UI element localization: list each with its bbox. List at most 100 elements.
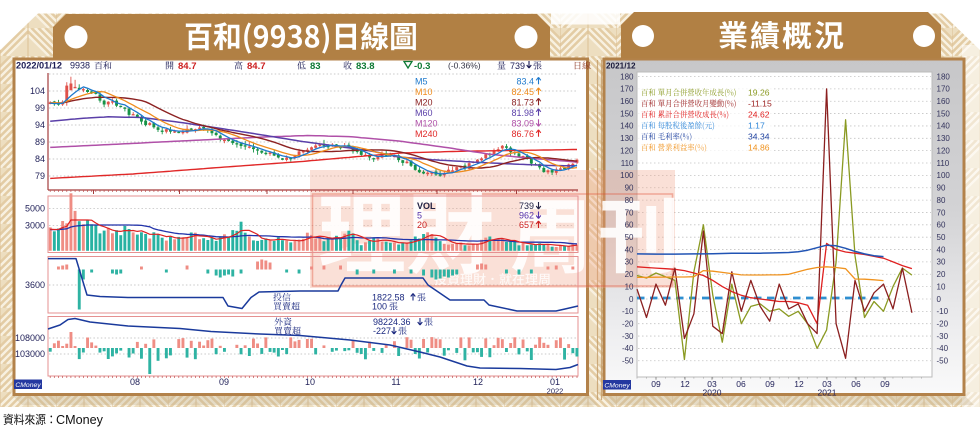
svg-text:-50: -50 [622, 357, 634, 366]
svg-text:12: 12 [794, 379, 804, 389]
svg-text:-50: -50 [937, 357, 949, 366]
svg-text:170: 170 [937, 85, 951, 94]
svg-text:83.4: 83.4 [516, 76, 534, 86]
svg-text:M20: M20 [415, 97, 433, 107]
svg-text:09: 09 [651, 379, 661, 389]
svg-text:M120: M120 [415, 118, 438, 128]
svg-text:110: 110 [621, 159, 634, 168]
svg-text:110: 110 [937, 159, 950, 168]
svg-text:-11.15: -11.15 [748, 99, 772, 109]
svg-text:(-0.36%): (-0.36%) [448, 61, 481, 71]
svg-text:-0.3: -0.3 [414, 61, 430, 72]
svg-text:98224.36: 98224.36 [373, 317, 411, 327]
svg-text:100: 100 [372, 302, 387, 312]
svg-text:M10: M10 [415, 87, 433, 97]
svg-text:2021: 2021 [818, 388, 837, 398]
svg-text:0: 0 [937, 295, 942, 304]
svg-text:M5: M5 [415, 76, 428, 86]
svg-text:20: 20 [625, 270, 634, 279]
svg-text:1.17: 1.17 [748, 121, 765, 131]
svg-text:83.09: 83.09 [511, 118, 534, 128]
svg-text:160: 160 [937, 97, 951, 106]
svg-text:M60: M60 [415, 108, 433, 118]
svg-text:150: 150 [937, 109, 951, 118]
svg-text:81.73: 81.73 [511, 97, 534, 107]
svg-text:14.86: 14.86 [748, 143, 770, 153]
svg-text:180: 180 [620, 72, 634, 81]
svg-text:10: 10 [937, 282, 946, 291]
svg-text:70: 70 [625, 208, 634, 217]
svg-text:90: 90 [625, 184, 634, 193]
svg-text:3000: 3000 [25, 220, 45, 230]
svg-text:-10: -10 [622, 307, 634, 316]
svg-text:160: 160 [620, 97, 634, 106]
svg-text:2022: 2022 [547, 387, 564, 396]
svg-text:108000: 108000 [15, 333, 45, 343]
svg-text:-10: -10 [937, 307, 949, 316]
svg-text:130: 130 [620, 134, 634, 143]
svg-text:30: 30 [625, 258, 634, 267]
svg-text:99: 99 [35, 103, 45, 113]
svg-text:739: 739 [510, 61, 525, 71]
svg-text:84: 84 [35, 154, 45, 164]
svg-text:130: 130 [937, 134, 951, 143]
svg-text:M240: M240 [415, 129, 438, 139]
svg-text:40: 40 [625, 245, 634, 254]
svg-text:01: 01 [550, 377, 560, 387]
svg-text:100: 100 [620, 171, 634, 180]
svg-text:89: 89 [35, 137, 45, 147]
svg-text:103000: 103000 [15, 349, 45, 359]
svg-text:-30: -30 [622, 332, 634, 341]
svg-text:-227: -227 [373, 326, 391, 336]
svg-text:03: 03 [822, 379, 832, 389]
svg-text:40: 40 [937, 245, 946, 254]
svg-text:09: 09 [219, 377, 229, 387]
svg-text:34.34: 34.34 [748, 132, 770, 142]
svg-text:20: 20 [417, 220, 427, 230]
svg-text:90: 90 [937, 184, 946, 193]
svg-text:150: 150 [620, 109, 634, 118]
svg-text:60: 60 [625, 221, 634, 230]
svg-text:83.8: 83.8 [356, 61, 375, 72]
svg-text:100: 100 [937, 171, 951, 180]
svg-text:86.76: 86.76 [511, 129, 534, 139]
svg-text:CMoney: CMoney [15, 382, 41, 389]
svg-text:80: 80 [937, 196, 946, 205]
svg-text:10: 10 [305, 377, 315, 387]
svg-text:2021/12: 2021/12 [606, 62, 636, 71]
svg-text:0: 0 [629, 295, 634, 304]
svg-text:09: 09 [765, 379, 775, 389]
svg-text:104: 104 [30, 86, 45, 96]
svg-text:50: 50 [625, 233, 634, 242]
svg-text:03: 03 [707, 379, 717, 389]
svg-text:120: 120 [620, 146, 634, 155]
svg-text:140: 140 [620, 122, 634, 131]
svg-text:12: 12 [680, 379, 690, 389]
svg-text:60: 60 [937, 221, 946, 230]
svg-text:CMoney: CMoney [604, 382, 630, 389]
svg-text:11: 11 [391, 377, 400, 387]
svg-text:-30: -30 [937, 332, 949, 341]
svg-text:06: 06 [736, 379, 746, 389]
svg-text:3600: 3600 [25, 280, 45, 290]
svg-text:140: 140 [937, 122, 951, 131]
svg-text:657: 657 [519, 220, 534, 230]
svg-text:-40: -40 [622, 344, 634, 353]
svg-text:82.45: 82.45 [511, 87, 534, 97]
svg-text:83: 83 [310, 61, 321, 72]
svg-text:24.62: 24.62 [748, 110, 770, 120]
svg-text:5000: 5000 [25, 204, 45, 214]
svg-text:10: 10 [625, 282, 634, 291]
svg-text:94: 94 [35, 120, 45, 130]
svg-text:-40: -40 [937, 344, 949, 353]
svg-text:50: 50 [937, 233, 946, 242]
svg-text:-20: -20 [937, 320, 949, 329]
svg-text:06: 06 [851, 379, 861, 389]
svg-text:1822.58: 1822.58 [372, 293, 405, 303]
svg-text:80: 80 [625, 196, 634, 205]
svg-text:19.26: 19.26 [748, 88, 770, 98]
svg-text:79: 79 [35, 171, 45, 181]
svg-text:962: 962 [519, 211, 534, 221]
svg-text:CMoney: CMoney [56, 413, 104, 427]
svg-text:9938: 9938 [70, 61, 90, 71]
